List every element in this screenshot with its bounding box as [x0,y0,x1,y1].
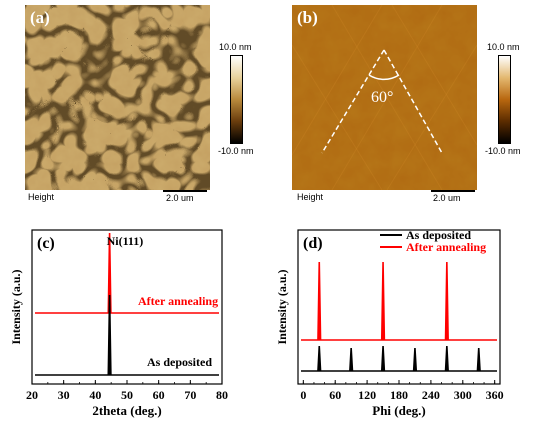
panel-label: (c) [37,235,55,252]
y-axis-label: Intensity (a.u.) [275,269,289,344]
peak-after-annealing-0 [107,232,112,314]
x-tick-label-4: 240 [422,388,440,402]
footer-height-a: Height [28,192,55,202]
peak-as-deposited-4 [444,345,449,372]
x-tick-label-3: 50 [121,388,133,402]
x-tick-label-5: 70 [184,388,196,402]
footer-height-b: Height [297,192,324,202]
x-tick-label-0: 0 [300,388,306,402]
x-tick-label-1: 30 [58,388,70,402]
angle-label: 60° [371,89,394,106]
chart-d: (d) 0 60 120 180 240 300 360 Phi (deg.) Intensity… [275,228,504,418]
panel-label-b: (b) [297,8,318,27]
x-tick-label-2: 40 [89,388,101,402]
x-tick-label-6: 80 [216,388,228,402]
series-label-after-annealing: After annealing [138,294,218,308]
legend-label-as-deposited: As deposited [406,228,471,242]
peak-after-annealing-1 [380,261,386,341]
peak-as-deposited-3 [412,347,418,372]
series-label-as-deposited: As deposited [147,355,212,369]
x-tick-label-0: 20 [26,388,38,402]
peak-as-deposited-1 [349,347,354,372]
peak-after-annealing-2 [444,261,449,341]
peak-as-deposited-0 [317,345,322,372]
x-tick-label-5: 300 [454,388,472,402]
annotation-ni111: Ni(111) [107,234,144,248]
colorbar-max-a: 10.0 nm [219,42,252,52]
peak-as-deposited-2 [380,345,386,372]
peak-as-deposited-5 [476,347,481,372]
x-tick-label-2: 120 [358,388,376,402]
chart-c: (c) 20 30 40 50 60 70 80 2theta (deg.) Intensity … [9,229,228,418]
y-axis-label: Intensity (a.u.) [9,269,23,344]
panel-label: (d) [303,235,323,252]
colorbar-min-a: -10.0 nm [218,146,254,156]
scalebar-a [163,190,207,192]
afm-image-b [291,4,478,191]
colorbar-a [230,55,243,144]
afm-image-a [25,5,210,190]
panel-label-a: (a) [30,8,50,27]
x-axis-label: 2theta (deg.) [92,403,161,418]
scalebar-label-a: 2.0 um [166,193,194,203]
scalebar-label-b: 2.0 um [433,193,461,203]
x-tick-label-4: 60 [153,388,165,402]
scalebar-b [431,190,475,192]
peak-after-annealing-0 [317,261,322,341]
x-tick-label-1: 60 [329,388,341,402]
colorbar-b [498,55,511,144]
colorbar-min-b: -10.0 nm [485,146,521,156]
colorbar-max-b: 10.0 nm [487,42,520,52]
peak-as-deposited-0 [107,294,112,376]
x-axis-label: Phi (deg.) [372,403,425,418]
x-tick-label-6: 360 [486,388,504,402]
legend-label-after-annealing: After annealing [406,240,486,254]
x-tick-label-3: 180 [390,388,408,402]
